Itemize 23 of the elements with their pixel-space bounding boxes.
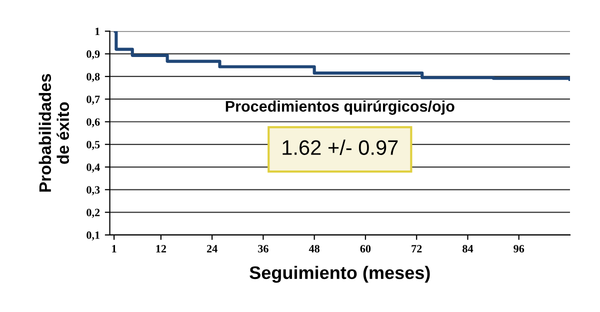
x-axis-title: Seguimiento (meses)	[250, 266, 430, 283]
annotation: Procedimientos quirúrgicos/ojo	[226, 100, 454, 115]
y-tick-label: 0,1	[86, 231, 100, 241]
y-tick-label: 0,6	[86, 118, 100, 128]
x-tick-label: 84	[462, 244, 474, 252]
y-axis-title: Probabilidades de éxito	[38, 74, 70, 192]
x-tick-label: 48	[308, 244, 320, 252]
y-tick-label: 0,7	[86, 96, 100, 105]
y-tick-label: 0,2	[86, 208, 100, 218]
x-tick-label: 1	[112, 245, 116, 252]
x-tick-label: 24	[206, 245, 218, 252]
x-tick-label: 60	[360, 244, 371, 252]
annotation: 1.62 +/- 0.97	[282, 140, 398, 155]
y-tick-label: 0,4	[86, 163, 100, 173]
x-tick-label: 96	[514, 245, 524, 252]
x-tick-label: 72	[412, 245, 422, 252]
y-tick-label: 1	[95, 28, 100, 36]
y-tick-label: 0,3	[86, 186, 100, 196]
x-tick-label: 36	[258, 245, 268, 252]
x-tick-label: 12	[156, 245, 166, 252]
y-tick-label: 0,5	[86, 140, 100, 150]
y-tick-label: 0,8	[86, 72, 100, 82]
y-tick-label: 0,9	[86, 50, 100, 60]
